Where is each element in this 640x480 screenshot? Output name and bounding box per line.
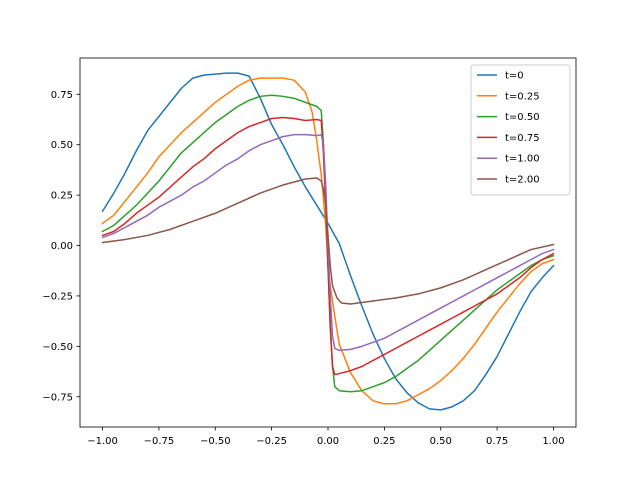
series-line-5 [101,177,555,305]
y-axis: −0.75 −0.50 −0.25 0.00 0.25 0.50 0.75 [42,90,80,403]
series-line-3 [101,116,555,376]
x-tick-label: 0.50 [430,436,452,447]
series-line-0 [101,72,555,411]
y-tick-label: 0.75 [51,90,73,101]
legend-label: t=0.75 [505,133,540,144]
y-tick-label: −0.75 [42,392,73,403]
y-tick-label: 0.50 [51,140,73,151]
legend-label: t=0 [505,71,524,82]
x-axis: −1.00 −0.75 −0.50 −0.25 0.00 0.25 0.50 0.75 1.00 [87,427,565,447]
x-tick-label: 0.00 [317,436,339,447]
x-tick-label: 0.75 [486,436,508,447]
legend-label: t=0.50 [505,112,540,123]
y-tick-label: −0.50 [42,342,73,353]
legend-label: t=0.25 [505,91,540,102]
y-tick-label: 0.00 [51,241,73,252]
x-tick-label: −1.00 [87,436,118,447]
y-tick-label: −0.25 [42,291,73,302]
series-layer [101,72,555,411]
x-tick-label: 1.00 [542,436,564,447]
legend-box [470,64,571,196]
y-tick-label: 0.25 [51,191,73,202]
x-tick-label: −0.25 [256,436,287,447]
legend: t=0 t=0.25 t=0.50 t=0.75 t=1.00 t=2.00 [470,64,571,196]
legend-label: t=1.00 [505,154,540,165]
x-tick-label: −0.75 [144,436,175,447]
x-tick-label: −0.50 [200,436,231,447]
legend-label: t=2.00 [505,175,540,186]
x-tick-label: 0.25 [373,436,395,447]
